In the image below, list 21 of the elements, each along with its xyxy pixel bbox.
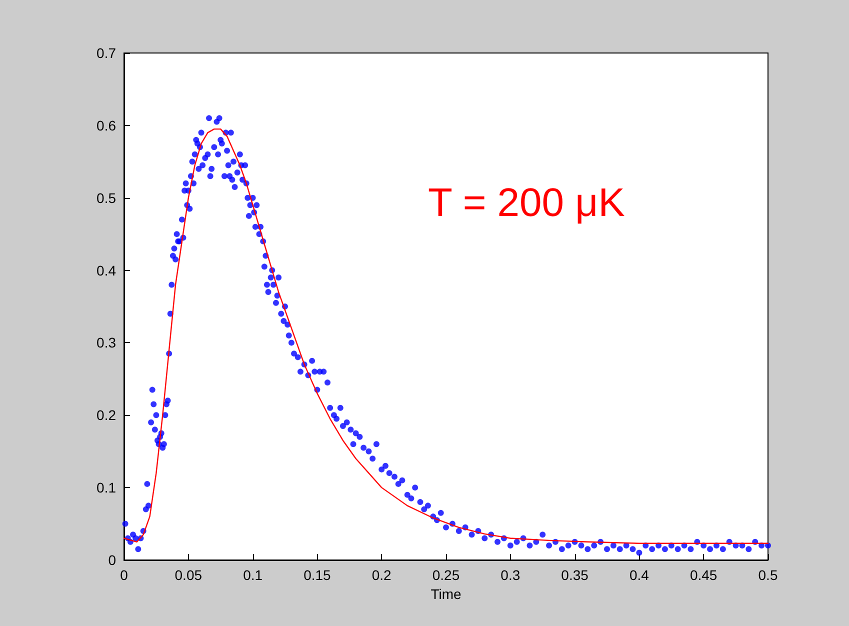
x-tick-label: 0.5 — [758, 567, 778, 583]
x-tick-label: 0.1 — [243, 567, 263, 583]
y-tick-label: 0.4 — [96, 262, 116, 278]
y-tick-label: 0.3 — [96, 334, 116, 351]
x-tick-label: 0.4 — [629, 567, 650, 583]
y-tick-label: 0 — [108, 552, 116, 568]
y-tick-label: 0.5 — [96, 190, 116, 206]
y-tick-label: 0.1 — [96, 480, 116, 496]
x-tick-label: 0.35 — [561, 567, 589, 583]
y-tick-label: 0.7 — [96, 45, 116, 61]
x-tick-label: 0.3 — [500, 567, 520, 583]
annotation: T = 200 μK — [428, 181, 626, 225]
x-tick-label: 0.2 — [372, 567, 392, 583]
x-tick-label: 0 — [120, 567, 128, 583]
x-tick-label: 0.15 — [304, 567, 332, 583]
y-tick-label: 0.6 — [96, 117, 116, 134]
x-tick-label: 0.05 — [174, 567, 202, 583]
y-tick-label: 0.2 — [96, 407, 116, 424]
x-axis-title: Time — [430, 586, 462, 602]
x-tick-label: 0.25 — [432, 567, 460, 583]
x-tick-label: 0.45 — [690, 567, 718, 583]
